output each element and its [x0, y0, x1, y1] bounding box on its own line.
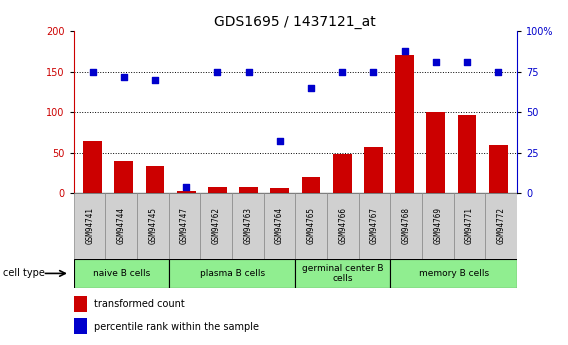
- Text: memory B cells: memory B cells: [419, 269, 488, 278]
- Bar: [302, 177, 320, 193]
- Text: GSM94769: GSM94769: [433, 207, 442, 245]
- Bar: [390, 193, 422, 259]
- Bar: [390, 259, 517, 288]
- Bar: [83, 140, 102, 193]
- Bar: [145, 166, 164, 193]
- Text: GSM94764: GSM94764: [275, 207, 284, 245]
- Bar: [427, 112, 445, 193]
- Text: percentile rank within the sample: percentile rank within the sample: [94, 322, 259, 332]
- Bar: [458, 115, 477, 193]
- Bar: [74, 259, 169, 288]
- Bar: [232, 193, 264, 259]
- Text: GSM94763: GSM94763: [244, 207, 252, 245]
- Bar: [201, 193, 232, 259]
- Text: cell type: cell type: [3, 268, 45, 278]
- Bar: [74, 193, 106, 259]
- Bar: [270, 188, 289, 193]
- Point: [151, 77, 160, 82]
- Point: [337, 69, 346, 74]
- Text: GSM94765: GSM94765: [307, 207, 316, 245]
- Text: transformed count: transformed count: [94, 299, 185, 309]
- Text: GSM94772: GSM94772: [496, 207, 506, 245]
- Text: GSM94767: GSM94767: [370, 207, 379, 245]
- Bar: [422, 193, 454, 259]
- Bar: [395, 55, 414, 193]
- Bar: [239, 187, 258, 193]
- Bar: [169, 259, 295, 288]
- Point: [306, 85, 315, 91]
- Point: [462, 59, 471, 65]
- Bar: [137, 193, 169, 259]
- Bar: [208, 187, 227, 193]
- Text: GSM94762: GSM94762: [212, 207, 221, 245]
- Bar: [74, 296, 87, 312]
- Bar: [106, 193, 137, 259]
- Point: [494, 69, 503, 74]
- Text: naive B cells: naive B cells: [93, 269, 150, 278]
- Point: [213, 69, 222, 74]
- Bar: [327, 193, 358, 259]
- Bar: [74, 318, 87, 334]
- Bar: [295, 259, 390, 288]
- Text: plasma B cells: plasma B cells: [199, 269, 265, 278]
- Text: GSM94766: GSM94766: [339, 207, 347, 245]
- Title: GDS1695 / 1437121_at: GDS1695 / 1437121_at: [215, 14, 376, 29]
- Text: GSM94768: GSM94768: [402, 207, 411, 245]
- Bar: [333, 154, 352, 193]
- Point: [275, 138, 285, 143]
- Point: [182, 184, 191, 189]
- Bar: [364, 147, 383, 193]
- Text: GSM94745: GSM94745: [148, 207, 157, 245]
- Point: [119, 75, 128, 80]
- Text: GSM94771: GSM94771: [465, 207, 474, 245]
- Bar: [485, 193, 517, 259]
- Bar: [489, 145, 508, 193]
- Bar: [454, 193, 485, 259]
- Point: [88, 69, 97, 74]
- Point: [431, 59, 440, 65]
- Text: GSM94744: GSM94744: [117, 207, 126, 245]
- Bar: [358, 193, 390, 259]
- Point: [244, 69, 253, 74]
- Bar: [177, 191, 195, 193]
- Bar: [295, 193, 327, 259]
- Bar: [169, 193, 201, 259]
- Text: germinal center B
cells: germinal center B cells: [302, 264, 383, 283]
- Point: [369, 69, 378, 74]
- Bar: [114, 161, 133, 193]
- Text: GSM94741: GSM94741: [85, 207, 94, 245]
- Text: GSM94747: GSM94747: [180, 207, 189, 245]
- Bar: [264, 193, 295, 259]
- Point: [400, 49, 409, 54]
